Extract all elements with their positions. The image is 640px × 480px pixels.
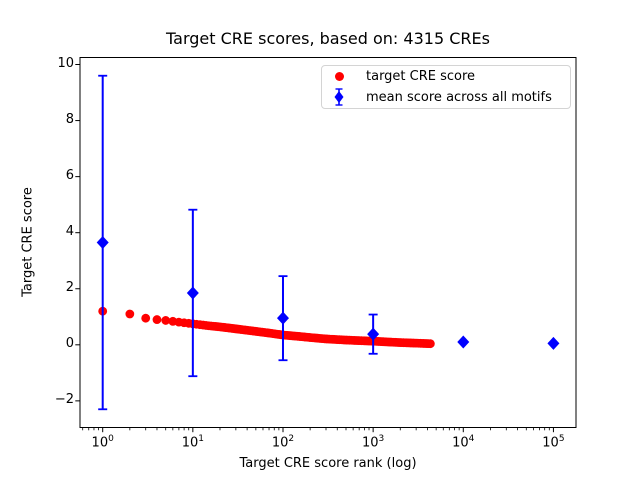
legend-label: target CRE score — [366, 69, 476, 85]
red-data-point — [161, 316, 171, 325]
legend-entry-mean-score: mean score across all motifs — [322, 87, 570, 107]
red-data-point — [125, 309, 135, 319]
x-tick-label: 101 — [181, 434, 204, 451]
blue-diamond-point — [186, 286, 199, 300]
red-data-point — [425, 339, 435, 349]
red-data-point — [141, 313, 151, 323]
legend-entry-target-cre-score: target CRE score — [322, 67, 570, 87]
legend-marker-cell — [322, 87, 356, 107]
x-tick-label: 105 — [542, 434, 565, 451]
blue-diamond-point — [547, 336, 560, 350]
x-tick-label: 100 — [91, 434, 114, 451]
blue-diamond-point — [96, 236, 109, 249]
y-tick-label: 0 — [65, 335, 74, 351]
blue-diamond-point — [457, 335, 470, 349]
red-data-point — [152, 315, 162, 324]
y-tick-label: 4 — [65, 223, 74, 239]
legend: target CRE score mean score across all m… — [321, 65, 571, 109]
x-axis-label: Target CRE score rank (log) — [239, 456, 417, 471]
legend-label: mean score across all motifs — [366, 89, 552, 105]
y-tick-label: −2 — [54, 391, 74, 407]
legend-marker-cell — [322, 72, 356, 82]
chart-title: Target CRE scores, based on: 4315 CREs — [166, 29, 490, 48]
red-circle-marker-icon — [334, 72, 344, 82]
y-tick-label: 8 — [65, 111, 74, 127]
axes-spines — [79, 57, 577, 428]
x-tick-label: 102 — [271, 434, 295, 451]
blue-diamond-errorbar-marker-icon — [334, 88, 344, 107]
blue-diamond-point — [367, 327, 380, 341]
blue-diamond-point — [276, 311, 289, 325]
x-tick-label: 103 — [361, 434, 385, 451]
y-tick-label: 6 — [65, 167, 74, 183]
x-tick-label: 104 — [452, 434, 475, 451]
y-tick-label: 2 — [65, 279, 74, 295]
y-tick-label: 10 — [57, 55, 74, 71]
